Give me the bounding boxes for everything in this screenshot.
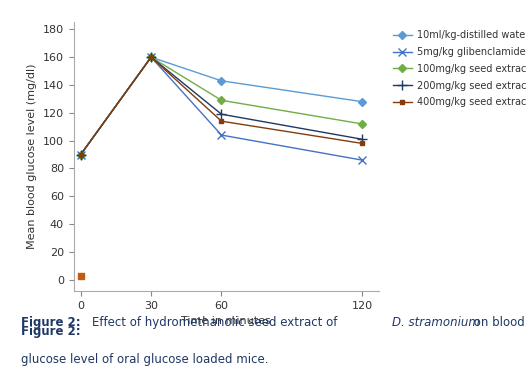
- 200mg/kg seed extract: [77, 152, 84, 157]
- Y-axis label: Mean blood glucose level (mg/dl): Mean blood glucose level (mg/dl): [27, 64, 37, 250]
- 5mg/kg glibenclamide: [359, 158, 366, 162]
- 100mg/kg seed extract: [359, 122, 366, 126]
- 5mg/kg glibenclamide: [218, 133, 225, 137]
- 5mg/kg glibenclamide: [77, 152, 84, 157]
- 400mg/kg seed extract: [77, 152, 84, 157]
- 200mg/kg seed extract: [359, 137, 366, 141]
- 10ml/kg-distilled water: [77, 152, 84, 157]
- Line: 100mg/kg seed extract: 100mg/kg seed extract: [78, 54, 365, 157]
- 10ml/kg-distilled water: [359, 100, 366, 104]
- 5mg/kg glibenclamide: [148, 55, 154, 59]
- 400mg/kg seed extract: [148, 55, 154, 59]
- Text: Effect of hydromethanolic seed extract of: Effect of hydromethanolic seed extract o…: [92, 316, 341, 329]
- Text: D. stramonium: D. stramonium: [392, 316, 480, 329]
- 100mg/kg seed extract: [148, 55, 154, 59]
- 200mg/kg seed extract: [148, 55, 154, 59]
- 400mg/kg seed extract: [359, 141, 366, 146]
- 100mg/kg seed extract: [218, 98, 225, 103]
- 100mg/kg seed extract: [77, 152, 84, 157]
- Legend: 10ml/kg-distilled water, 5mg/kg glibenclamide, 100mg/kg seed extract, 200mg/kg s: 10ml/kg-distilled water, 5mg/kg glibencl…: [390, 27, 526, 110]
- Line: 200mg/kg seed extract: 200mg/kg seed extract: [76, 52, 367, 159]
- Line: 400mg/kg seed extract: 400mg/kg seed extract: [78, 55, 365, 157]
- 400mg/kg seed extract: [218, 119, 225, 123]
- Line: 10ml/kg-distilled water: 10ml/kg-distilled water: [78, 54, 365, 157]
- Text: glucose level of oral glucose loaded mice.: glucose level of oral glucose loaded mic…: [21, 353, 269, 366]
- 10ml/kg-distilled water: [218, 79, 225, 83]
- 200mg/kg seed extract: [218, 112, 225, 116]
- X-axis label: Time in minutes: Time in minutes: [181, 316, 271, 326]
- Text: on blood: on blood: [470, 316, 524, 329]
- Text: Figure 2: Effect of hydromethanolic seed extract of D. stramonium on blood
gluco: Figure 2: Effect of hydromethanolic seed…: [21, 326, 468, 354]
- Text: Figure 2:: Figure 2:: [21, 316, 80, 329]
- 10ml/kg-distilled water: [148, 55, 154, 59]
- Line: 5mg/kg glibenclamide: 5mg/kg glibenclamide: [76, 53, 367, 164]
- Text: Figure 2:: Figure 2:: [21, 325, 80, 338]
